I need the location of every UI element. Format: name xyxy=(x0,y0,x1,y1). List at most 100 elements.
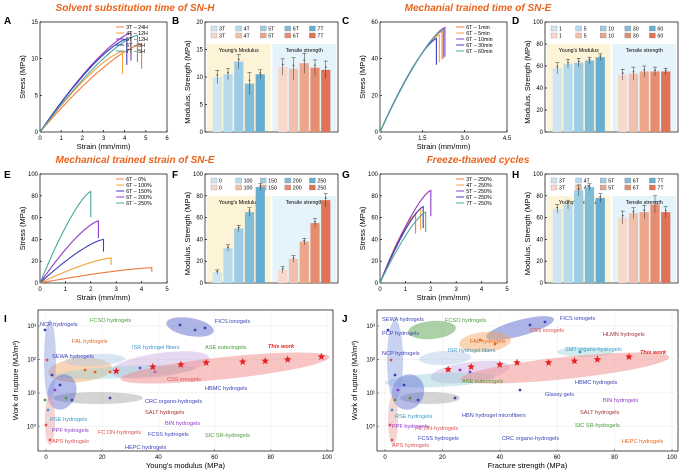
panel-b-bar xyxy=(299,63,309,132)
panel-f-bar xyxy=(321,200,331,283)
panel-i-ytick-label: 10⁰ xyxy=(27,423,37,430)
panel-b-legend-label: 6T xyxy=(293,34,300,40)
panel-i-this-work-star xyxy=(177,360,185,368)
panel-h-legend-label: 4T xyxy=(584,179,591,185)
panel-a-xtick-label: 5 xyxy=(144,136,148,142)
panel-f-legend-swatch xyxy=(284,184,291,191)
panel-label-e: E xyxy=(4,170,11,181)
panel-e-legend-label: 6T – 250% xyxy=(126,201,152,207)
panel-b-bar xyxy=(212,77,222,132)
panel-d-legend-swatch xyxy=(624,32,631,39)
panel-g-series-line xyxy=(379,207,422,284)
panel-e-series-line xyxy=(39,238,105,284)
panel-j-this-work-star xyxy=(544,358,553,366)
panel-j-xtick-label: 60 xyxy=(554,455,561,461)
panel-g-xtick-label: 2 xyxy=(429,287,433,293)
panel-a-xtick-label: 2 xyxy=(81,136,85,142)
panel-d-ytick-label: 40 xyxy=(536,86,543,92)
panel-h-ylabel: Modulus, Strength (MPa) xyxy=(523,191,532,275)
panel-c-series-line xyxy=(379,28,445,133)
panel-g-xtick-label: 0 xyxy=(378,287,382,293)
panel-e-ytick-label: 40 xyxy=(31,237,38,243)
panel-g-frame xyxy=(379,173,508,284)
panel-c-series-line xyxy=(379,33,440,133)
panel-b-legend-label: 4T xyxy=(244,34,251,40)
panel-j-annotation: This work xyxy=(640,350,667,356)
panel-j-ytick-label: 10² xyxy=(366,357,375,363)
panel-e-frame xyxy=(39,173,168,284)
panel-d-legend-label: 30 xyxy=(633,27,639,33)
panel-f-data-point xyxy=(237,226,240,229)
panel-b-ytick-label: 20 xyxy=(196,20,203,26)
panel-h-data-point xyxy=(599,195,602,198)
panel-i-literature-point xyxy=(178,323,182,327)
panel-label-d: D xyxy=(512,16,519,27)
panel-h-data-point xyxy=(577,187,580,190)
panel-j-material-region xyxy=(419,350,471,366)
panel-a-ytick-label: 10 xyxy=(31,57,38,63)
panel-b-legend-label: 4T xyxy=(244,27,251,33)
panel-b-data-point xyxy=(303,59,306,62)
panel-g-legend-label: 7T – 250% xyxy=(466,201,492,207)
title-mechanical-time: Mechanial trained time of SN-E xyxy=(405,3,552,14)
panel-d-legend-swatch xyxy=(550,32,558,39)
panel-i-literature-point xyxy=(70,398,74,402)
panel-e-series-line xyxy=(39,267,153,284)
panel-h-data-point xyxy=(567,202,569,205)
panel-c-xlabel: Strain (mm/mm) xyxy=(417,142,471,151)
panel-c-legend-label: 6T – 30min xyxy=(466,43,492,49)
panel-i-this-work-star xyxy=(149,362,157,371)
panel-d-group-label: Tensile strength xyxy=(626,48,663,54)
panel-j-frame xyxy=(376,309,679,452)
panel-h-legend-swatch xyxy=(550,184,558,191)
panel-h-ytick-label: 40 xyxy=(536,237,543,243)
title-freeze-thawed: Freeze-thawed cycles xyxy=(427,155,530,166)
panel-j-this-work-star xyxy=(496,360,504,368)
panel-c-ytick-label: 0 xyxy=(375,130,379,136)
panel-b-legend-label: 3T xyxy=(219,27,226,33)
panel-h-legend-label: 7T xyxy=(657,179,664,185)
panel-i-annotation: NCP hydrogels xyxy=(40,322,78,328)
panel-i-literature-point xyxy=(193,328,197,332)
panel-c-frame xyxy=(379,21,508,133)
panel-h-group-label: Tensile strength xyxy=(626,200,663,206)
panel-i-annotation: ISR hydrogel fibers xyxy=(132,345,180,351)
panel-a-legend-label: 5T – 12H xyxy=(126,37,148,43)
panel-d-ytick-label: 60 xyxy=(536,64,543,70)
panel-f-group-label: Young's Modulus xyxy=(219,200,259,206)
panel-i-material-region xyxy=(44,320,56,400)
panel-f-bar xyxy=(234,228,244,283)
panel-i-literature-point xyxy=(93,370,97,374)
panel-h-data-point xyxy=(664,209,667,212)
panel-i-annotation: HBMC hydrogels xyxy=(205,386,247,392)
panel-h-ytick-label: 60 xyxy=(536,216,543,222)
panel-f-bar xyxy=(255,187,265,283)
panel-a-ylabel: Stress (MPa) xyxy=(18,55,27,99)
panel-c-series-line xyxy=(379,30,443,133)
panel-i-material-region xyxy=(47,374,77,410)
panel-d-legend-swatch xyxy=(600,25,607,32)
panel-h-legend-swatch xyxy=(600,184,607,191)
panel-h-legend-label: 3T xyxy=(559,179,566,185)
panel-b-bar xyxy=(255,74,265,132)
panel-h-bar xyxy=(584,187,595,283)
panel-c-legend-label: 6T – 60min xyxy=(466,49,492,55)
panel-j-xtick-label: 0 xyxy=(383,455,387,461)
panel-j-this-work-star xyxy=(467,362,475,371)
panel-a-series-line xyxy=(39,50,124,133)
panel-label-a: A xyxy=(4,16,11,27)
panel-f-legend-label: 200 xyxy=(293,186,302,192)
panel-i-literature-point xyxy=(108,370,112,374)
panel-f-legend-label: 150 xyxy=(268,179,277,185)
panel-d-data-point xyxy=(599,55,602,58)
panel-j-annotation: HEPC hydrogels xyxy=(622,439,664,445)
panel-h-frame xyxy=(544,173,679,284)
panel-j-literature-point xyxy=(478,338,482,342)
panel-d-data-point xyxy=(643,68,646,71)
panel-i-literature-point xyxy=(46,408,50,412)
panel-h-data-point xyxy=(654,201,656,203)
panel-b-data-point xyxy=(281,63,284,66)
panel-h-bar xyxy=(639,212,649,283)
panel-i-annotation: SEWA hydrogels xyxy=(52,354,94,360)
panel-d-bar xyxy=(574,62,584,133)
